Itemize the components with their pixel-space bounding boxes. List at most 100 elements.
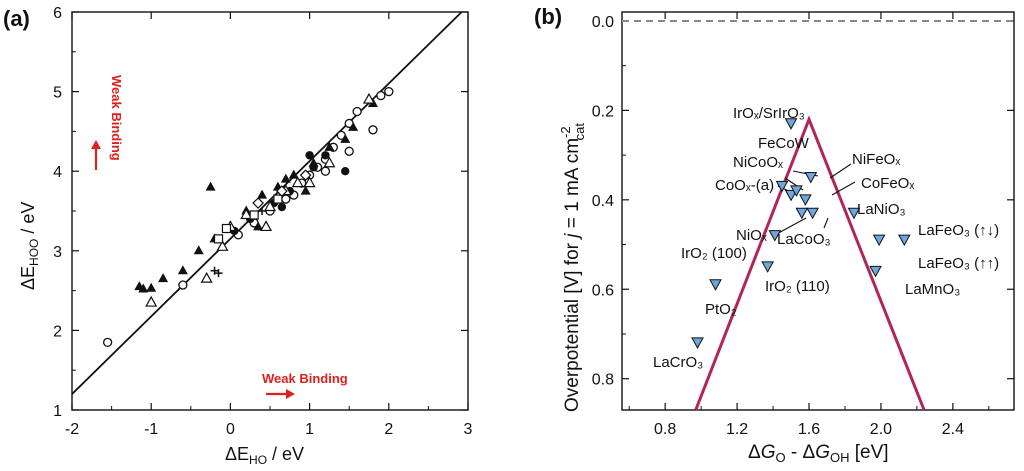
- panel-a-point-triangle-filled: [253, 221, 264, 231]
- panel-b-point-label: NiCoOₓ: [733, 154, 783, 171]
- panel-a-point-triangle-filled: [257, 189, 268, 199]
- panel-b-point-marker: [784, 189, 798, 202]
- panel-a-point-triangle-filled: [158, 273, 169, 283]
- panel-a-point-triangle-filled: [138, 283, 149, 293]
- weak-binding-right-arrow: [266, 389, 295, 399]
- panel-a-point-circle-open: [384, 86, 394, 97]
- panel-a-point-circle-filled: [277, 202, 287, 212]
- panel-b-y-tick-label: 0.2: [592, 103, 614, 120]
- weak-binding-up-arrow: [91, 140, 101, 170]
- panel-a-point-circle-open: [352, 106, 362, 117]
- panel-a-point-circle-filled: [341, 167, 350, 176]
- panel-b-x-tick-label: 1.2: [726, 421, 748, 438]
- panel-a-fit-line-path: [71, 11, 463, 395]
- panel-b-point-label: CoFeOₓ: [861, 175, 914, 192]
- panel-a-x-tick-label: 1: [305, 421, 314, 438]
- panel-b-point-label: LaNiO₃: [857, 201, 906, 218]
- panel-a-point-triangle-open: [291, 176, 304, 188]
- panel-b-point-label: LaFeO₃ (↑↓): [918, 222, 999, 239]
- panel-b-ticks: 0.8 1.2 1.6 2.0 2.4 0.0 0.2 0.4 0.6 0.8: [592, 12, 1014, 438]
- panel-b-point-label: LaMnO₃: [905, 281, 960, 298]
- panel-b-point-marker: [790, 185, 803, 197]
- panel-a-point-diamond-open: [299, 169, 312, 182]
- panel-a: -2 -1 0 1 2 3 1 2 3 4 5 6 Weak Binding Weak Binding…: [18, 5, 473, 467]
- panel-a-point-circle-open: [376, 90, 386, 101]
- panel-a-point-triangle-filled: [340, 133, 351, 143]
- panel-a-point-triangle-open: [362, 92, 376, 104]
- panel-b-volcano-line: [694, 115, 926, 411]
- panel-a-point-circle-open: [320, 166, 331, 176]
- panel-a-point-triangle-filled: [193, 245, 204, 255]
- panel-a-y-axis-label: ΔEHOO / eV: [18, 202, 41, 290]
- panel-a-point-triangle-filled: [280, 173, 291, 183]
- panel-b-y-tick-label: 0.6: [592, 282, 614, 299]
- panel-a-point-triangle-open: [263, 200, 277, 212]
- panel-a-point-triangle-open: [260, 220, 273, 232]
- panel-a-y-tick-label: 4: [53, 164, 62, 181]
- panel-a-point-circle-open: [178, 280, 188, 290]
- panel-b-point-marker: [775, 180, 789, 193]
- panel-b-point-marker: [799, 194, 812, 206]
- panel-a-y-tick-label: 5: [53, 85, 62, 102]
- panel-b-points: [691, 118, 911, 349]
- panel-b-point-labels: IrOₓ/SrIrO₃ FeCoW NiCoOₓ CoOₓ-(a) NiFeOₓ CoFe…: [653, 105, 999, 371]
- panel-b-y-tick-label: 0.0: [592, 14, 614, 31]
- panel-a-point-triangle-filled: [308, 157, 319, 167]
- panel-a-point-circle-open: [368, 125, 378, 135]
- panel-b-x-tick-label: 1.6: [798, 421, 820, 438]
- panel-a-point-triangle-filled: [324, 141, 335, 151]
- panel-a-point-triangle-filled: [177, 265, 188, 275]
- panel-a-point-diamond-open: [276, 185, 288, 197]
- panel-b-point-marker: [869, 265, 882, 278]
- panel-a-point-circle-filled: [321, 151, 330, 160]
- panel-a-y-tick-label: 6: [53, 5, 62, 22]
- panel-b-point-marker: [897, 234, 911, 247]
- panel-a-y-tick-label: 2: [53, 323, 62, 340]
- panel-a-y-tick-label: 1: [53, 403, 62, 420]
- panel-b-point-label: IrO₂ (100): [681, 245, 747, 262]
- panel-b-point-marker: [872, 234, 886, 247]
- panel-b-point-marker: [804, 171, 818, 184]
- panel-a-point-plus: [214, 269, 223, 278]
- panel-a-point-square-open: [273, 194, 283, 204]
- panel-a-point-diamond-open: [252, 197, 264, 209]
- panel-b-point-label: NiFeOₓ: [852, 151, 900, 168]
- panel-a-x-tick-label: -1: [144, 421, 158, 438]
- panel-a-point-triangle-filled: [146, 282, 157, 292]
- panel-a-ticks: -2 -1 0 1 2 3 1 2 3 4 5 6: [53, 5, 472, 438]
- panel-b-point-label: FeCoW: [758, 135, 810, 152]
- panel-b-volcano-path: [694, 115, 926, 411]
- panel-a-x-axis-label: ΔEHO / eV: [225, 444, 304, 467]
- panel-b-y-axis-label: Overpotential [V] for j = 1 mA cm-2cat: [558, 123, 587, 412]
- panel-a-point-triangle-open: [145, 295, 158, 307]
- panel-b-point-marker: [784, 118, 798, 130]
- panel-b-point-label: LaCrO₃: [653, 354, 703, 371]
- panel-a-fit-line: [71, 11, 463, 395]
- panel-a-point-circle-open: [102, 337, 113, 347]
- panel-b-point-label: PtO₂: [705, 301, 737, 318]
- panel-b-tag: (b): [534, 4, 562, 29]
- panel-a-point-triangle-open: [240, 208, 253, 220]
- panel-a-x-tick-label: 0: [226, 421, 235, 438]
- panel-a-point-plus: [258, 207, 267, 215]
- panel-b-x-tick-label: 2.4: [942, 421, 964, 438]
- panel-b-point-label: IrO₂ (110): [765, 278, 830, 295]
- panel-b-x-tick-label: 2.0: [870, 421, 892, 438]
- panel-a-point-triangle-filled: [348, 121, 359, 131]
- panel-a-point-triangle-open: [200, 271, 213, 283]
- panel-b-y-tick-label: 0.8: [592, 372, 614, 389]
- panel-b-point-label: LaFeO₃ (↑↑): [918, 255, 999, 272]
- panel-b-point-marker: [795, 207, 809, 220]
- panel-a-x-tick-label: 2: [384, 421, 393, 438]
- panel-a-point-circle-filled: [305, 151, 314, 160]
- panel-a-tag: (a): [3, 6, 30, 31]
- weak-binding-vertical-label: Weak Binding: [109, 75, 124, 161]
- weak-binding-horizontal-label: Weak Binding: [262, 371, 348, 386]
- panel-a-points: [102, 86, 394, 347]
- panel-a-point-triangle-open: [303, 176, 316, 188]
- panel-b-point-marker: [709, 279, 722, 291]
- panel-b-x-tick-label: 0.8: [654, 421, 676, 438]
- panel-a-point-square-open: [221, 223, 232, 234]
- panel-b-frame: [621, 11, 1015, 411]
